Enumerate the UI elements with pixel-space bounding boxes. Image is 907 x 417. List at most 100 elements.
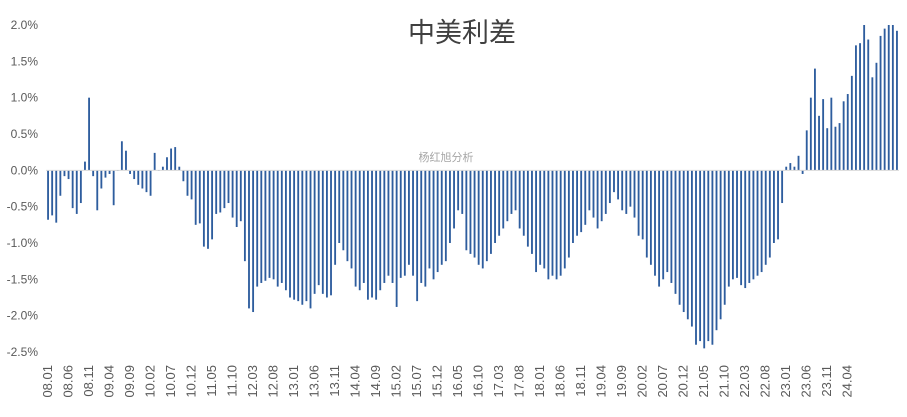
bar	[793, 166, 796, 171]
x-tick-label: 13.11	[327, 365, 342, 397]
x-tick-label: 11.10	[225, 365, 240, 397]
bar	[805, 130, 808, 171]
x-tick-label: 18.06	[553, 365, 568, 398]
bar	[334, 170, 337, 265]
y-tick-label: 2.0%	[11, 18, 39, 32]
x-tick-label: 08.01	[40, 365, 55, 398]
bar	[871, 77, 874, 171]
x-tick-label: 23.06	[799, 365, 814, 398]
bar	[215, 170, 218, 214]
bar	[600, 170, 603, 222]
bar	[785, 166, 788, 171]
bar	[526, 170, 529, 247]
bar	[67, 170, 70, 180]
bar	[838, 123, 841, 171]
bar	[63, 170, 66, 177]
bar	[457, 170, 460, 211]
bar	[662, 170, 665, 280]
bar	[641, 170, 644, 240]
bar	[252, 170, 255, 313]
bar	[633, 170, 636, 218]
bar	[170, 148, 173, 171]
bar	[276, 170, 279, 287]
bar	[207, 170, 209, 249]
bar	[752, 170, 755, 280]
bar	[740, 170, 743, 286]
bar	[125, 150, 127, 171]
x-tick-label: 20.12	[676, 365, 691, 398]
bar	[608, 170, 611, 204]
bar	[690, 170, 693, 327]
x-tick-label: 21.10	[717, 365, 732, 398]
bar	[120, 141, 123, 171]
x-tick-label: 15.07	[409, 365, 424, 398]
bar	[846, 94, 849, 171]
bar	[453, 170, 455, 229]
bar	[727, 170, 730, 287]
x-tick-label: 22.08	[758, 365, 773, 398]
bar	[719, 170, 722, 320]
bar	[391, 170, 394, 283]
bar-series	[47, 25, 898, 349]
x-tick-label: 23.11	[819, 365, 834, 397]
bar	[654, 170, 656, 276]
bar	[613, 170, 615, 193]
bar	[465, 170, 468, 251]
x-tick-label: 14.04	[348, 365, 363, 398]
bar	[666, 170, 669, 273]
watermark: 杨红旭分析	[419, 150, 474, 164]
bar	[645, 170, 648, 258]
bar	[51, 170, 54, 216]
bar	[670, 170, 673, 283]
x-tick-label: 13.01	[286, 365, 301, 398]
y-tick-label: -1.5%	[7, 272, 39, 286]
bar	[850, 75, 853, 171]
bar	[280, 170, 283, 283]
bar	[756, 170, 759, 276]
bar	[674, 170, 677, 294]
bar	[629, 170, 632, 207]
bar	[194, 170, 197, 225]
y-tick-label: 0.0%	[11, 163, 39, 177]
x-tick-label: 09.04	[102, 365, 117, 398]
bar	[879, 35, 882, 171]
bar	[182, 170, 185, 182]
x-tick-label: 23.01	[778, 365, 793, 398]
bar	[818, 115, 820, 171]
bar	[412, 170, 414, 276]
bar	[883, 28, 886, 171]
x-tick-label: 13.06	[307, 365, 322, 398]
bar	[338, 170, 341, 243]
bar	[227, 170, 230, 204]
x-tick-label: 12.03	[245, 365, 260, 398]
bar	[744, 170, 747, 289]
bar	[469, 170, 472, 254]
bar	[317, 170, 320, 286]
bar	[301, 170, 304, 305]
bar	[510, 170, 513, 214]
bar	[686, 170, 689, 320]
bar	[707, 170, 710, 342]
bar	[375, 170, 378, 300]
x-tick-label: 18.01	[532, 365, 547, 398]
bar	[313, 170, 316, 294]
bar	[190, 170, 193, 200]
bar	[781, 170, 784, 204]
bar	[617, 170, 620, 200]
bar	[239, 170, 242, 222]
bar	[621, 170, 624, 211]
bar	[362, 170, 365, 283]
bar	[153, 152, 156, 171]
bar	[178, 166, 181, 171]
bar	[789, 163, 792, 171]
bar	[346, 170, 349, 262]
bar	[563, 170, 566, 269]
bar	[264, 170, 267, 281]
y-tick-label: -2.0%	[7, 309, 39, 323]
bar	[424, 170, 427, 287]
bar	[367, 170, 369, 300]
bar	[174, 147, 177, 171]
bar	[567, 170, 570, 258]
bar	[428, 170, 431, 269]
